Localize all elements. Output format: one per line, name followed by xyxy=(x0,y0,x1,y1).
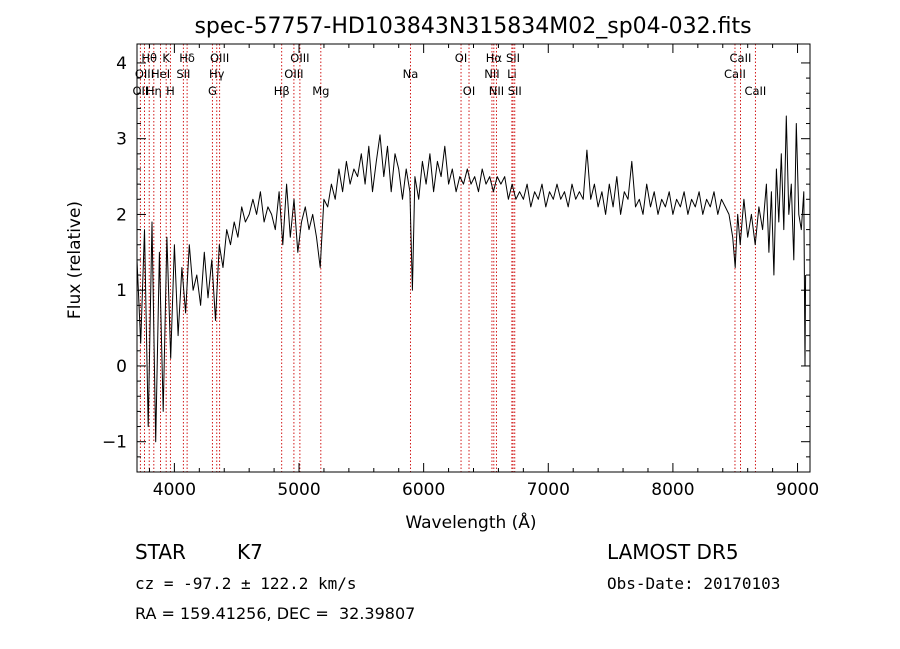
line-label-17: OI xyxy=(455,51,467,65)
line-label-24: SII xyxy=(508,84,522,98)
survey-name: LAMOST DR5 xyxy=(607,540,739,564)
line-label-4: HeI xyxy=(151,67,170,81)
line-label-12: Hβ xyxy=(274,84,290,98)
redshift-velocity: cz = -97.2 ± 122.2 km/s xyxy=(135,574,357,593)
line-label-25: CaII xyxy=(724,67,746,81)
sky-coordinates: RA = 159.41256, DEC = 32.39807 xyxy=(135,604,416,623)
y-tick-label-0: −1 xyxy=(102,433,127,453)
line-label-8: Hδ xyxy=(179,51,195,65)
y-axis-label: Flux (relative) xyxy=(65,201,85,319)
x-tick-label-3: 7000 xyxy=(527,480,570,500)
line-label-10: Hγ xyxy=(209,67,225,81)
line-label-18: OI xyxy=(463,84,475,98)
line-label-9: G xyxy=(208,84,217,98)
spectrum-line xyxy=(136,115,807,443)
y-tick-label-1: 0 xyxy=(116,357,127,377)
line-label-7: SII xyxy=(176,67,190,81)
x-tick-label-2: 6000 xyxy=(402,480,445,500)
line-label-16: Na xyxy=(403,67,419,81)
object-class: STAR xyxy=(135,540,186,564)
line-label-5: K xyxy=(162,51,170,65)
line-label-11: OIII xyxy=(210,51,229,65)
x-tick-label-1: 5000 xyxy=(277,480,320,500)
line-label-1: Hθ xyxy=(141,51,157,65)
line-label-20: Hα xyxy=(486,51,503,65)
line-label-26: CaII xyxy=(730,51,752,65)
spectrum-series xyxy=(136,115,807,443)
x-axis: 4000 5000 6000 7000 8000 9000 xyxy=(148,44,819,500)
line-label-27: CaII xyxy=(744,84,766,98)
line-label-2: OIII xyxy=(135,67,154,81)
line-label-19: NII xyxy=(484,67,499,81)
object-subclass: K7 xyxy=(237,540,263,564)
x-tick-label-0: 4000 xyxy=(153,480,196,500)
chart-title: spec-57757-HD103843N315834M02_sp04-032.f… xyxy=(194,14,751,39)
line-label-6: H xyxy=(166,84,175,98)
line-label-3: Hη xyxy=(146,84,162,98)
y-tick-label-5: 4 xyxy=(116,54,127,74)
line-label-21: NII xyxy=(489,84,504,98)
line-label-15: Mg xyxy=(312,84,329,98)
y-tick-label-3: 2 xyxy=(116,205,127,225)
line-label-22: Li xyxy=(507,67,517,81)
x-tick-label-4: 8000 xyxy=(651,480,694,500)
spectral-line-markers: OIIHθOIIIHηHeIKHSIIHδGHγOIIIHβOIIIOIIIMg… xyxy=(132,44,766,472)
line-label-23: SII xyxy=(506,51,520,65)
observation-date: Obs-Date: 20170103 xyxy=(607,574,781,593)
plot-frame xyxy=(136,43,811,473)
line-label-14: OIII xyxy=(290,51,309,65)
y-tick-label-2: 1 xyxy=(116,281,127,301)
x-tick-label-5: 9000 xyxy=(776,480,819,500)
y-tick-label-4: 3 xyxy=(116,130,127,150)
y-axis: −1 0 1 2 3 4 xyxy=(102,54,810,458)
x-axis-label: Wavelength (Å) xyxy=(405,511,536,533)
line-label-13: OIII xyxy=(284,67,303,81)
